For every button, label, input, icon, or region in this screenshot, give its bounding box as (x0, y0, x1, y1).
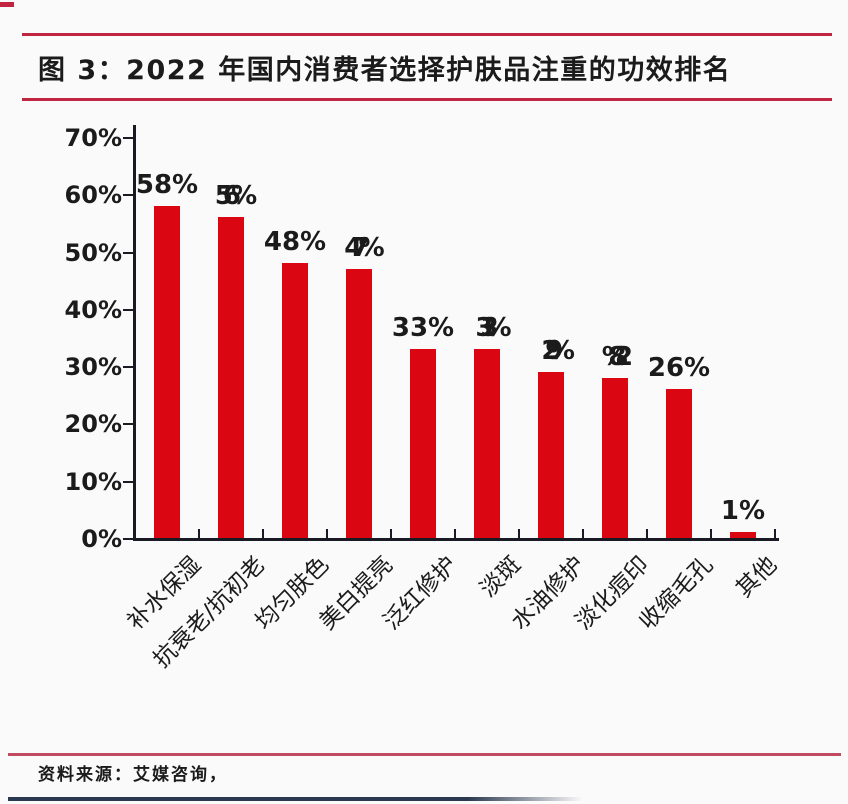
corner-red-dash (0, 2, 14, 7)
y-axis-tick-label: 40% (64, 295, 122, 324)
y-axis-tick-label: 70% (64, 123, 122, 152)
y-axis-tick (123, 538, 134, 540)
y-axis-line (133, 125, 136, 541)
bar-value-label: 28% (570, 340, 660, 374)
x-axis-tick (390, 529, 392, 538)
bar (410, 348, 436, 538)
bar-value-label: 58% (135, 169, 199, 200)
bar-value-label: 48% (263, 226, 327, 257)
title-rule-top (22, 33, 832, 36)
x-axis-tick (582, 529, 584, 538)
x-axis-tick (646, 529, 648, 538)
x-axis-tick (710, 529, 712, 538)
bar (730, 532, 756, 538)
y-axis-tick (123, 366, 134, 369)
bar-value-label: 1% (720, 496, 766, 527)
bar-value-label: 47% (344, 232, 384, 263)
x-axis-tick (134, 529, 136, 538)
y-axis-tick-label: 20% (64, 410, 122, 439)
bar (282, 262, 308, 538)
bar (154, 205, 180, 538)
y-axis-tick (123, 308, 134, 311)
bar (666, 389, 692, 538)
y-axis-tick-label: 50% (64, 238, 122, 267)
bar-value-label: 26% (647, 353, 711, 384)
y-axis-tick-label: 30% (64, 353, 122, 382)
bottom-border-line (8, 797, 583, 801)
x-axis-tick (262, 529, 264, 538)
bar-value-label: 33% (475, 312, 511, 343)
bar (346, 268, 372, 538)
source-text: 资料来源：艾媒咨询， (38, 765, 228, 785)
title-rule-bottom (22, 98, 832, 101)
y-axis-tick-label: 60% (64, 181, 122, 210)
footer-rule (8, 753, 841, 756)
y-axis-tick-label: 0% (81, 525, 122, 553)
y-axis-tick (123, 136, 134, 139)
x-axis-tick (326, 529, 328, 538)
bar (474, 348, 500, 538)
bar-value-label: 29% (541, 335, 575, 366)
bar-value-label: 56% (214, 181, 257, 212)
bar (538, 371, 564, 538)
y-axis-tick (123, 251, 134, 254)
y-axis-tick-label: 10% (64, 467, 122, 496)
x-axis-tick (198, 529, 200, 538)
bar-value-label: 33% (391, 312, 455, 343)
x-axis-line (133, 538, 779, 541)
bar (218, 217, 244, 538)
y-axis-tick (123, 194, 134, 197)
bar (602, 377, 628, 538)
x-axis-tick (774, 529, 776, 538)
figure-title: 图 3：2022 年国内消费者选择护肤品注重的功效排名 (38, 55, 732, 86)
x-axis-tick (518, 529, 520, 538)
y-axis-tick (123, 423, 134, 426)
y-axis-tick (123, 480, 134, 483)
x-axis-tick (454, 529, 456, 538)
